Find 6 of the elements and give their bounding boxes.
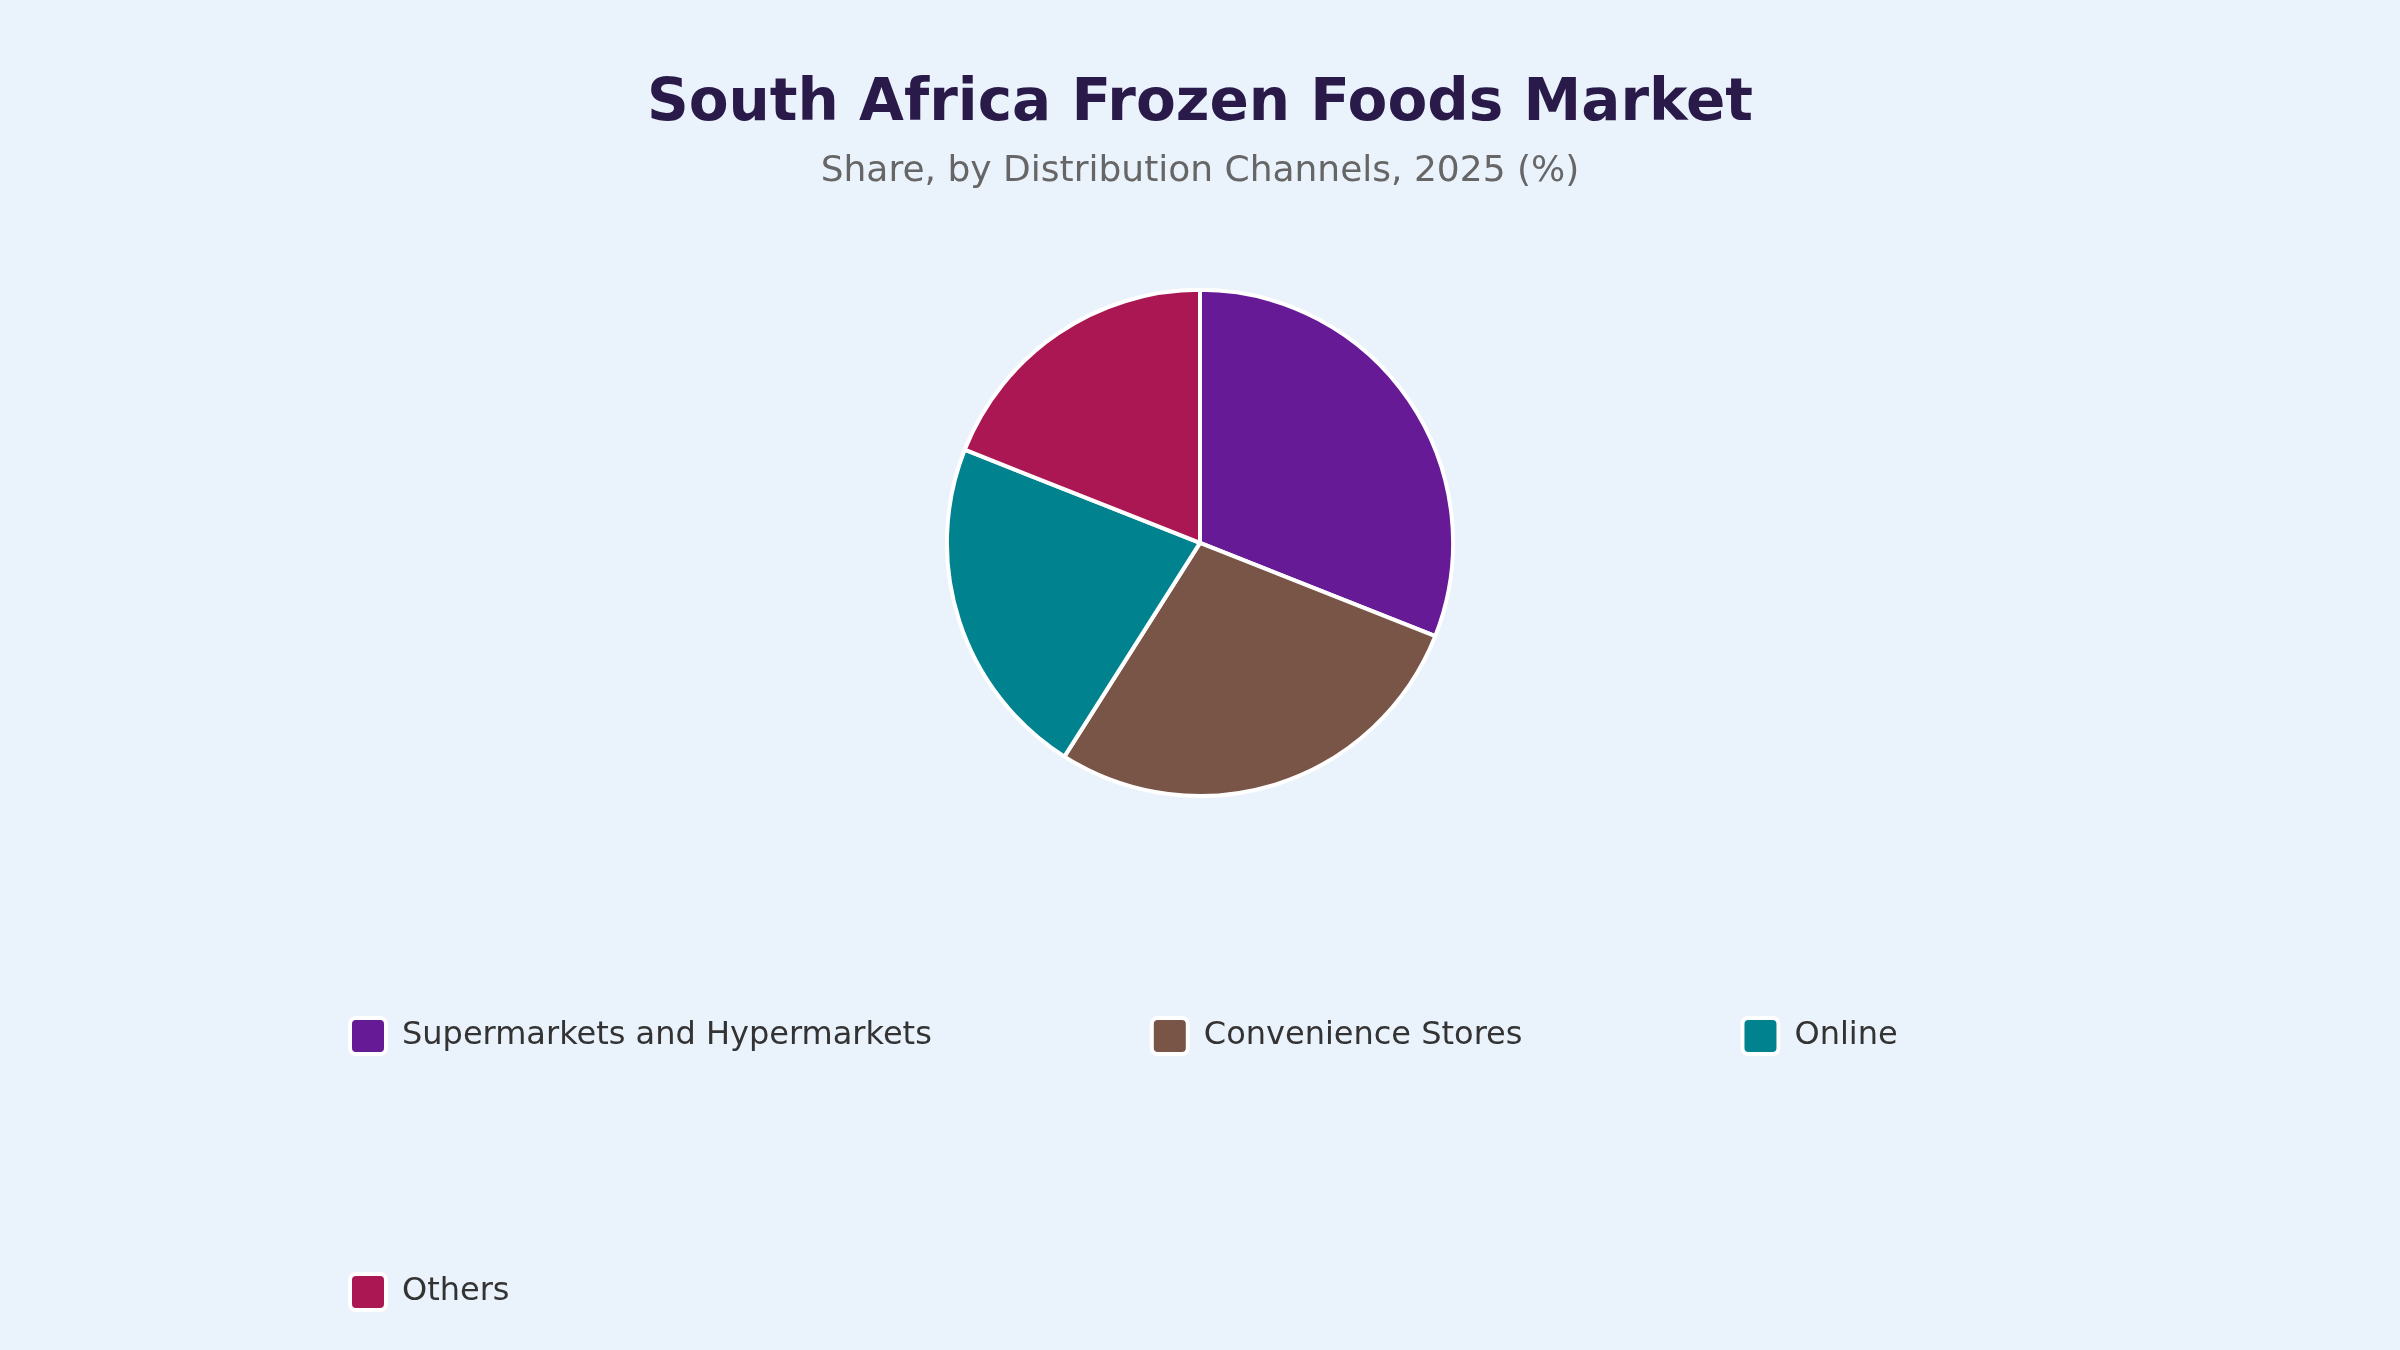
legend-label: Others xyxy=(402,1270,510,1309)
chart-title: South Africa Frozen Foods Market xyxy=(646,65,1754,134)
legend-label: Supermarkets and Hypermarkets xyxy=(402,1014,932,1053)
chart-subtitle: Share, by Distribution Channels, 2025 (%) xyxy=(820,147,1580,189)
legend-label: Online xyxy=(1794,1014,1898,1053)
legend-label: Convenience Stores xyxy=(1203,1014,1523,1053)
